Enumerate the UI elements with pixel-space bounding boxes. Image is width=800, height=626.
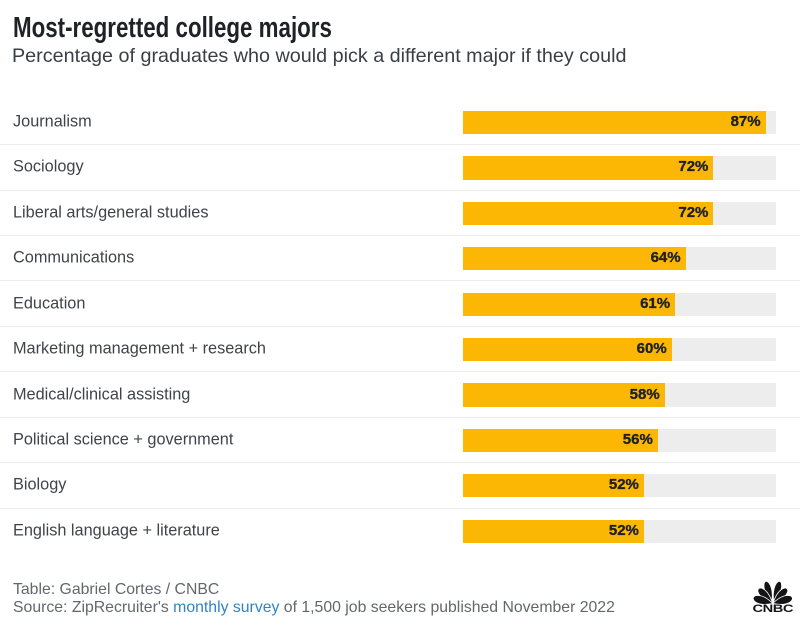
svg-text:CNBC: CNBC — [753, 602, 795, 614]
